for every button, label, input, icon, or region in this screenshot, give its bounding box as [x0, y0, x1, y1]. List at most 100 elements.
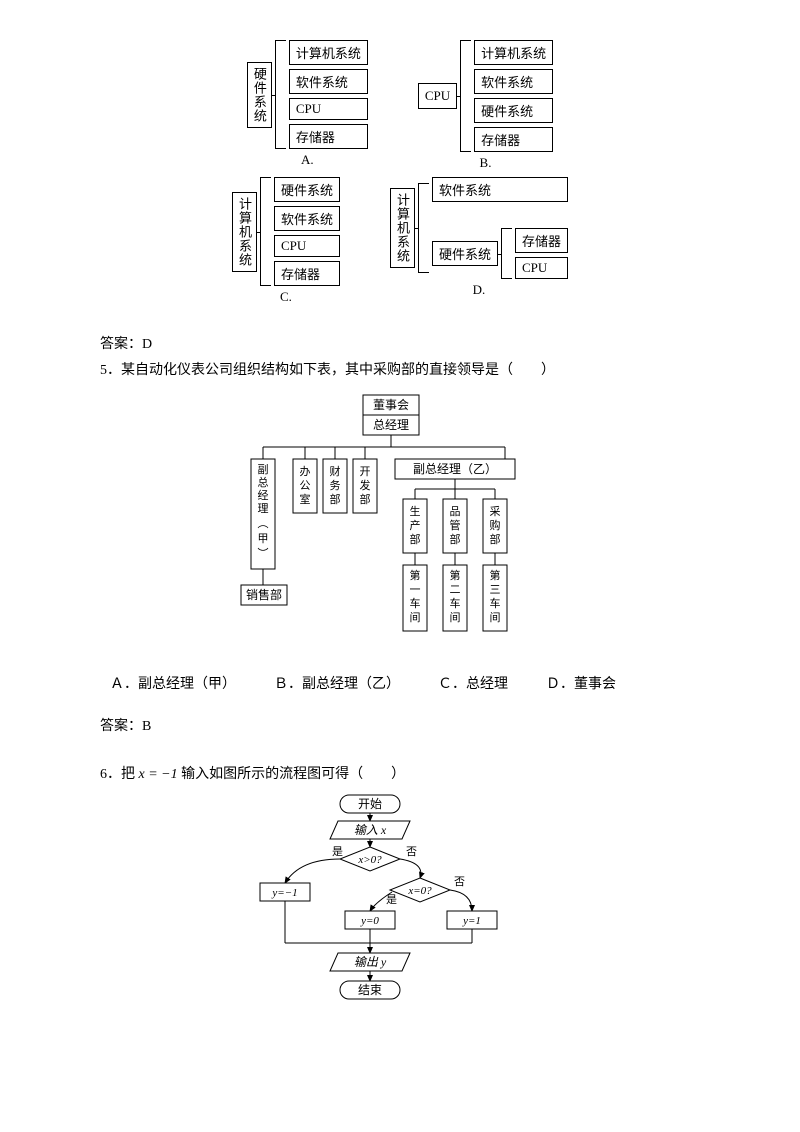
svg-text:间: 间: [490, 611, 501, 624]
q4-a-child-1: 软件系统: [289, 69, 368, 94]
svg-text:一: 一: [410, 584, 421, 596]
svg-text:输出 y: 输出 y: [354, 955, 387, 969]
q4-b-child-1: 软件系统: [474, 69, 553, 94]
q5-option-d: Ｄ．董事会: [546, 673, 616, 693]
svg-text:x>0?: x>0?: [357, 854, 382, 866]
svg-text:y=0: y=0: [360, 915, 379, 927]
svg-text:财: 财: [330, 464, 341, 478]
q4-c-label: C.: [280, 289, 292, 305]
svg-text:︵: ︵: [258, 518, 269, 530]
svg-text:二: 二: [450, 584, 461, 596]
svg-text:车: 车: [450, 596, 461, 610]
org-vp-a: 副 总 经 理 ︵ 甲 ︶: [251, 459, 275, 569]
svg-text:采: 采: [490, 505, 501, 518]
q6-flowchart: 开始 输入 x x>0? 是 否 x=0? 是 否 y=−1: [240, 793, 700, 1008]
svg-text:车: 车: [490, 596, 501, 610]
svg-text:y=1: y=1: [462, 915, 481, 927]
q4-diagram-a: 硬件系统 计算机系统 软件系统 CPU 存储器 A.: [247, 40, 368, 171]
org-purchase: 采 购 部: [483, 499, 507, 553]
svg-text:否: 否: [406, 846, 417, 858]
q4-d-child2: 硬件系统: [432, 241, 498, 266]
svg-text:部: 部: [450, 532, 461, 546]
q4-c-child-3: 存储器: [274, 261, 340, 286]
svg-text:间: 间: [450, 611, 461, 624]
org-office: 办 公 室: [293, 459, 317, 513]
q4-b-root: CPU: [418, 83, 457, 109]
svg-text:务: 务: [330, 479, 341, 492]
q4-c-child-0: 硬件系统: [274, 177, 340, 202]
q4-c-child-1: 软件系统: [274, 206, 340, 231]
svg-text:购: 购: [490, 518, 501, 532]
svg-text:第: 第: [490, 568, 501, 582]
svg-text:管: 管: [450, 518, 461, 532]
q4-row1: 硬件系统 计算机系统 软件系统 CPU 存储器 A. CPU 计算机系统 软件系…: [100, 40, 700, 171]
svg-text:x=0?: x=0?: [407, 885, 432, 897]
org-workshop-2: 第 二 车 间: [443, 565, 467, 631]
svg-text:结束: 结束: [358, 983, 382, 997]
q4-diagram-d: 计算机系统 软件系统 硬件系统 存储器 CPU D.: [390, 177, 568, 305]
org-production: 生 产 部: [403, 499, 427, 553]
q4-d-label: D.: [473, 282, 486, 298]
svg-text:理: 理: [258, 502, 269, 515]
org-top: 董事会: [373, 398, 409, 412]
q4-row2: 计算机系统 硬件系统 软件系统 CPU 存储器 C. 计算机系统 软件系统 硬: [100, 177, 700, 305]
svg-text:部: 部: [410, 532, 421, 546]
svg-text:公: 公: [300, 480, 311, 492]
svg-text:部: 部: [490, 532, 501, 546]
svg-text:开: 开: [360, 466, 371, 478]
q4-a-label: A.: [301, 152, 314, 168]
org-finance: 财 务 部: [323, 459, 347, 513]
q4-d-sub-0: 存储器: [515, 228, 568, 253]
q5-answer: 答案：B: [100, 715, 700, 735]
org-sales: 销售部: [246, 587, 282, 602]
q4-d-root: 计算机系统: [390, 188, 415, 268]
org-workshop-3: 第 三 车 间: [483, 565, 507, 631]
org-vp-b: 副总经理（乙）: [413, 462, 497, 476]
svg-text:第: 第: [450, 568, 461, 582]
svg-text:是: 是: [332, 845, 343, 858]
svg-text:品: 品: [450, 505, 461, 518]
svg-text:部: 部: [330, 492, 341, 506]
svg-text:三: 三: [490, 584, 501, 596]
svg-text:间: 间: [410, 611, 421, 624]
svg-text:部: 部: [360, 492, 371, 506]
svg-text:生: 生: [410, 504, 421, 518]
svg-text:︶: ︶: [258, 547, 269, 560]
svg-text:第: 第: [410, 568, 421, 582]
q5-option-c: Ｃ．总经理: [438, 673, 508, 693]
org-gm: 总经理: [373, 418, 409, 432]
q4-d-sub-1: CPU: [515, 257, 568, 279]
svg-text:室: 室: [300, 492, 311, 506]
svg-text:否: 否: [454, 876, 465, 888]
q4-a-child-3: 存储器: [289, 124, 368, 149]
q6-question: 6．把 x = −1 输入如图所示的流程图可得（ ）: [100, 763, 700, 783]
svg-text:y=−1: y=−1: [271, 887, 297, 899]
q4-c-child-2: CPU: [274, 235, 340, 257]
q5-options: Ａ．副总经理（甲） Ｂ．副总经理（乙） Ｃ．总经理 Ｄ．董事会: [110, 673, 700, 693]
q4-diagram-c: 计算机系统 硬件系统 软件系统 CPU 存储器 C.: [232, 177, 340, 305]
svg-text:开始: 开始: [358, 797, 382, 811]
org-workshop-1: 第 一 车 间: [403, 565, 427, 631]
q4-diagram-b: CPU 计算机系统 软件系统 硬件系统 存储器 B.: [418, 40, 553, 171]
q5-option-a: Ａ．副总经理（甲）: [110, 673, 236, 693]
q4-b-child-3: 存储器: [474, 127, 553, 152]
q5-option-b: Ｂ．副总经理（乙）: [274, 673, 400, 693]
q4-a-root: 硬件系统: [247, 62, 272, 128]
q4-b-label: B.: [480, 155, 492, 171]
svg-text:总: 总: [258, 475, 269, 489]
org-dev: 开 发 部: [353, 459, 377, 513]
q4-a-child-0: 计算机系统: [289, 40, 368, 65]
svg-text:产: 产: [410, 518, 421, 532]
org-qc: 品 管 部: [443, 499, 467, 553]
q4-c-root: 计算机系统: [232, 192, 257, 272]
q5-question: 5．某自动化仪表公司组织结构如下表，其中采购部的直接领导是（ ）: [100, 359, 700, 379]
q5-org-chart: 董事会 总经理 副 总 经 理 ︵ 甲 ︶: [235, 393, 565, 648]
svg-text:甲: 甲: [258, 533, 269, 545]
svg-text:车: 车: [410, 596, 421, 610]
svg-text:副: 副: [258, 463, 269, 476]
q4-a-child-2: CPU: [289, 98, 368, 120]
svg-text:输入 x: 输入 x: [354, 823, 387, 837]
q4-answer: 答案：D: [100, 333, 700, 353]
q4-b-child-0: 计算机系统: [474, 40, 553, 65]
svg-text:经: 经: [258, 489, 269, 502]
